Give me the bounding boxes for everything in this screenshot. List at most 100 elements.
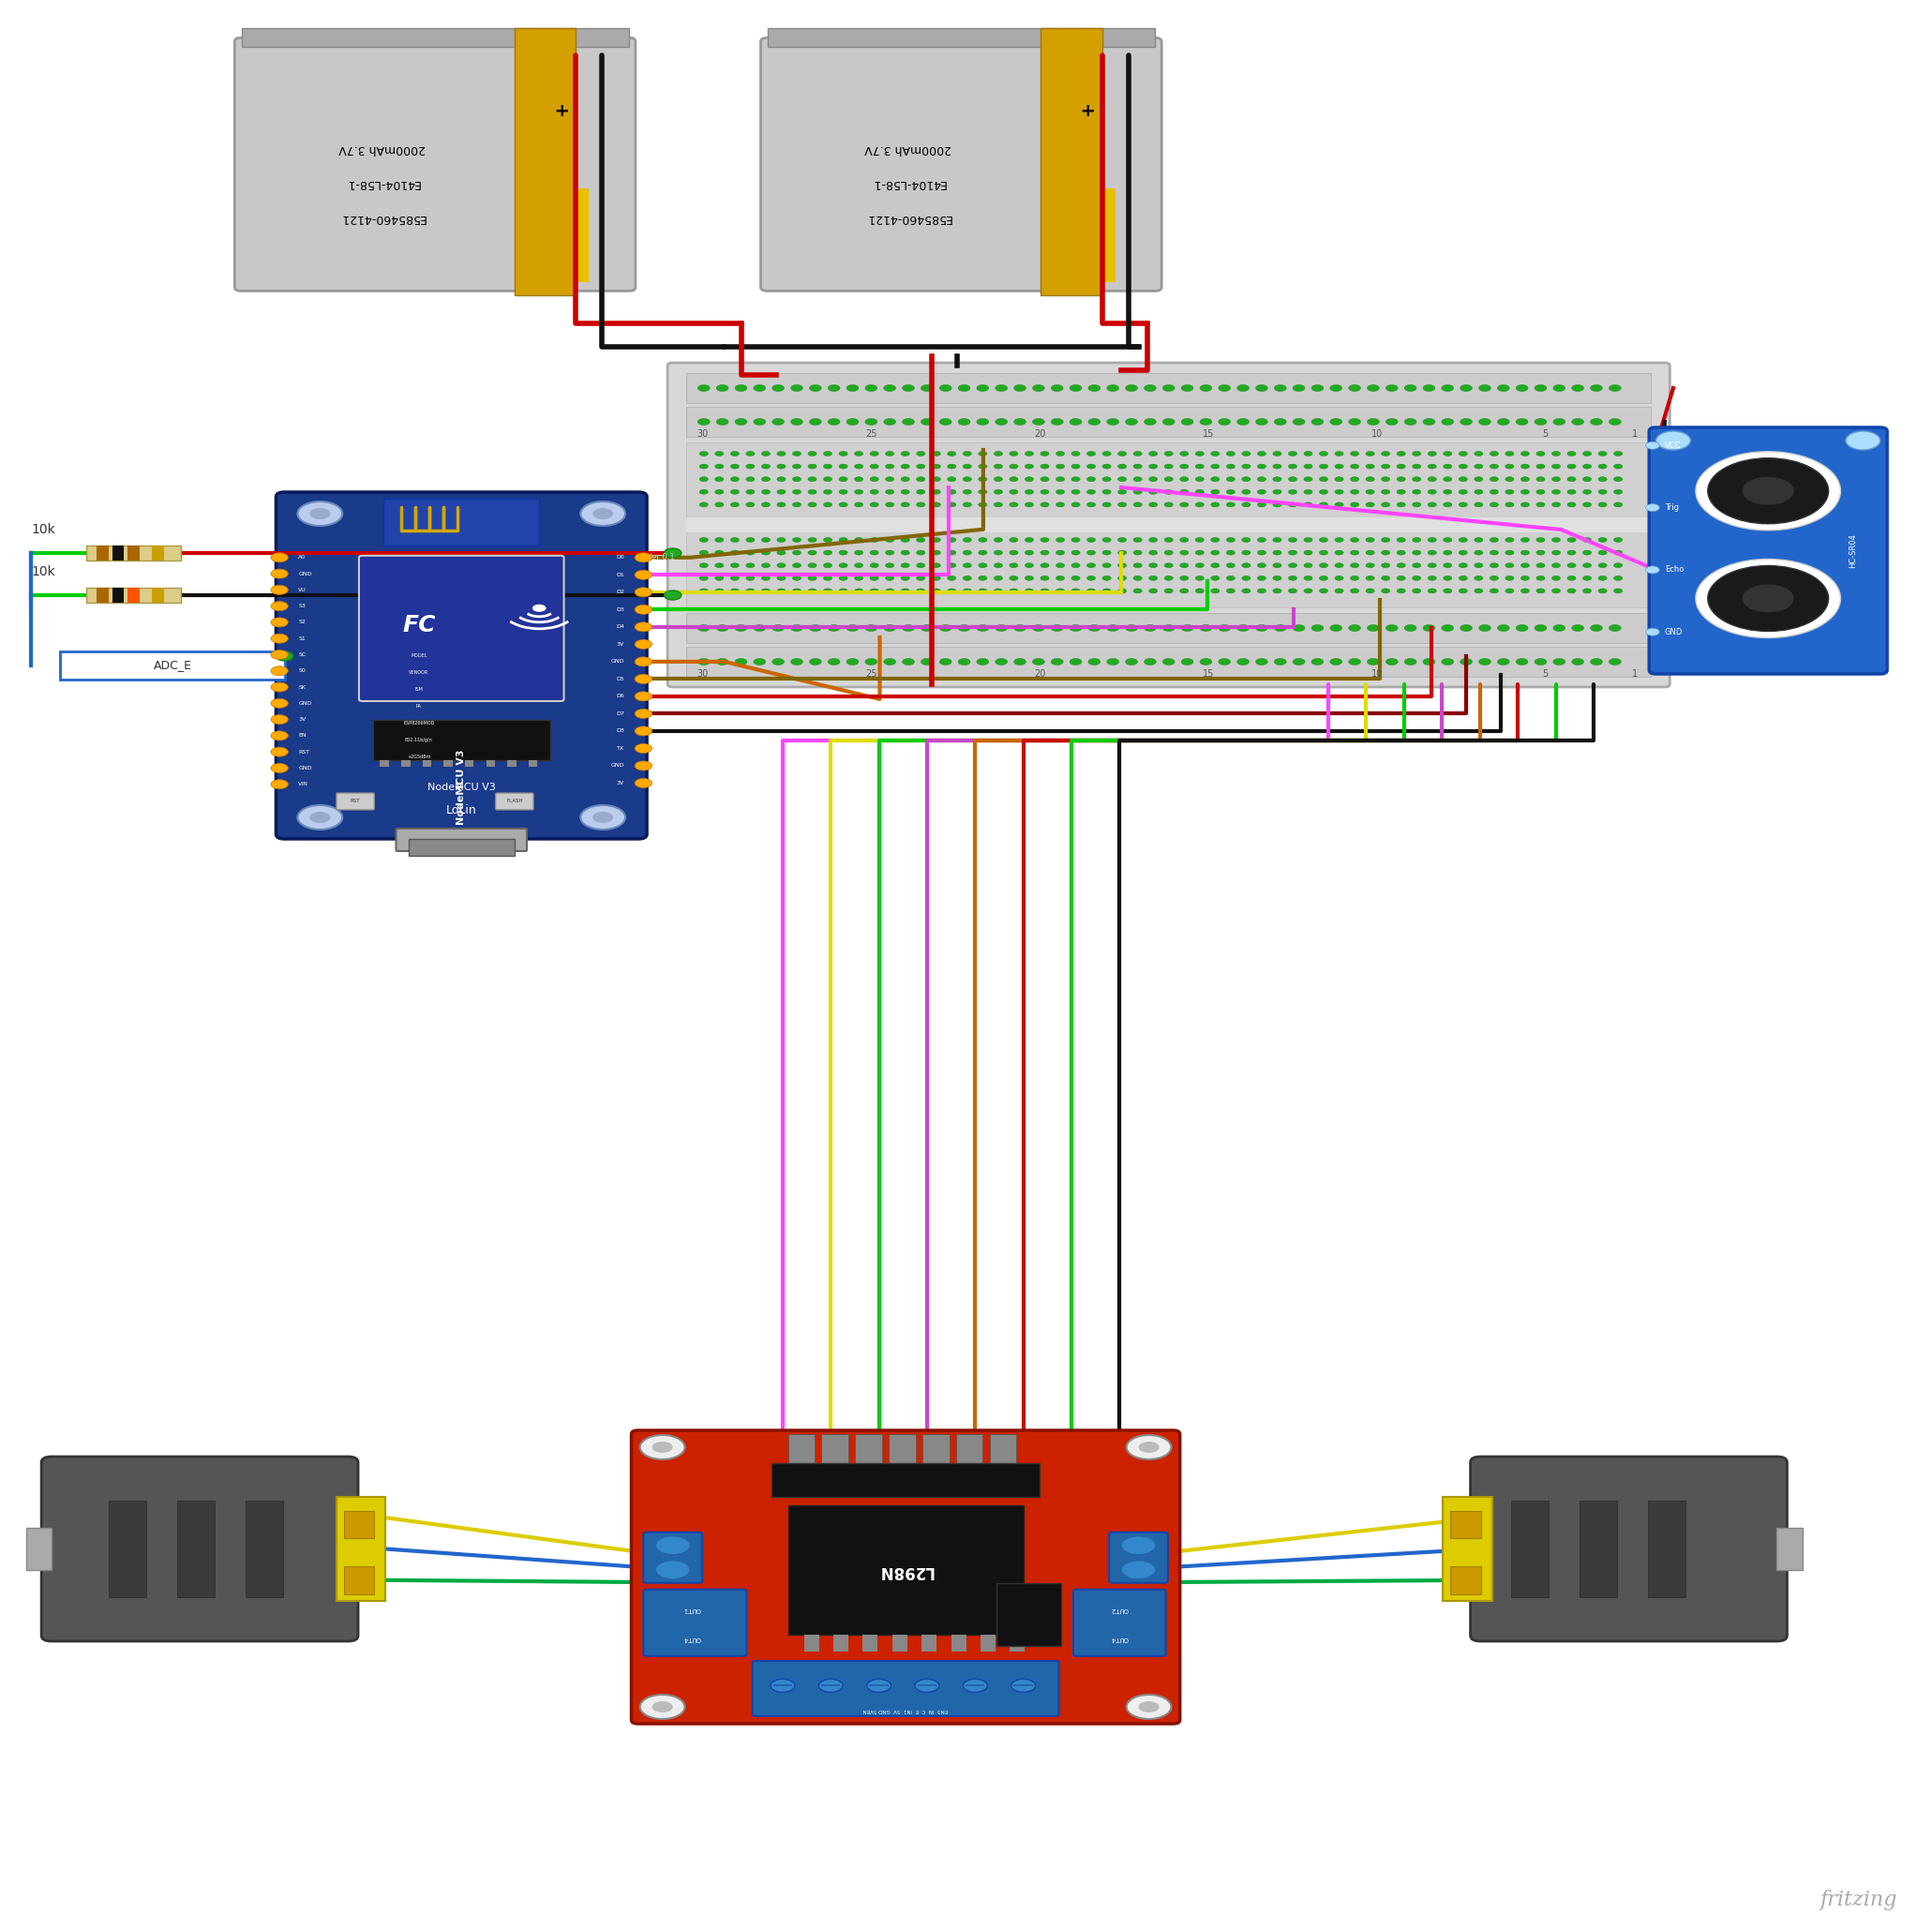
Text: 3V: 3V xyxy=(616,781,624,785)
Text: 1: 1 xyxy=(1633,669,1638,679)
Circle shape xyxy=(1088,588,1095,594)
Circle shape xyxy=(1057,550,1065,556)
FancyBboxPatch shape xyxy=(495,793,533,810)
Bar xyxy=(336,1497,386,1601)
Circle shape xyxy=(1024,490,1034,494)
Circle shape xyxy=(995,658,1007,666)
Text: VIN: VIN xyxy=(298,781,309,787)
Circle shape xyxy=(1490,575,1499,581)
Circle shape xyxy=(715,476,724,482)
Circle shape xyxy=(270,569,288,579)
FancyBboxPatch shape xyxy=(359,556,564,700)
Circle shape xyxy=(1474,550,1484,556)
Circle shape xyxy=(854,465,864,469)
Circle shape xyxy=(655,1535,690,1555)
Circle shape xyxy=(1696,451,1841,530)
Circle shape xyxy=(1567,588,1577,594)
Circle shape xyxy=(1536,588,1546,594)
Circle shape xyxy=(1293,658,1304,666)
Circle shape xyxy=(1057,502,1065,507)
Circle shape xyxy=(993,451,1003,455)
Text: 10: 10 xyxy=(1372,430,1383,438)
Circle shape xyxy=(916,575,925,581)
Circle shape xyxy=(1219,384,1231,392)
Circle shape xyxy=(1505,465,1515,469)
Circle shape xyxy=(885,538,895,542)
Circle shape xyxy=(1273,575,1281,581)
Circle shape xyxy=(1072,451,1080,455)
Circle shape xyxy=(916,588,925,594)
Circle shape xyxy=(1349,625,1360,631)
Circle shape xyxy=(1242,502,1250,507)
Circle shape xyxy=(1385,419,1399,424)
Circle shape xyxy=(1553,658,1565,666)
Circle shape xyxy=(1211,538,1219,542)
Circle shape xyxy=(1443,550,1453,556)
Circle shape xyxy=(1051,625,1063,631)
Circle shape xyxy=(1273,490,1281,494)
Circle shape xyxy=(699,451,709,455)
Circle shape xyxy=(715,451,724,455)
Text: GND: GND xyxy=(298,700,311,706)
Circle shape xyxy=(1088,384,1101,392)
Circle shape xyxy=(1119,538,1126,542)
Circle shape xyxy=(1289,476,1296,482)
Circle shape xyxy=(1505,502,1515,507)
Circle shape xyxy=(1041,502,1049,507)
Circle shape xyxy=(1024,476,1034,482)
Circle shape xyxy=(309,507,330,519)
Bar xyxy=(344,1510,375,1539)
Circle shape xyxy=(746,563,755,567)
Bar xyxy=(514,29,576,295)
Bar xyxy=(344,1566,375,1593)
Circle shape xyxy=(777,490,786,494)
Circle shape xyxy=(1536,575,1546,581)
Circle shape xyxy=(1312,419,1323,424)
Circle shape xyxy=(1412,465,1420,469)
Text: +: + xyxy=(1076,100,1092,118)
Circle shape xyxy=(761,588,771,594)
Circle shape xyxy=(1428,575,1435,581)
Circle shape xyxy=(1517,658,1528,666)
Circle shape xyxy=(1304,451,1312,455)
Circle shape xyxy=(854,563,864,567)
Circle shape xyxy=(1107,384,1119,392)
Circle shape xyxy=(1598,451,1607,455)
Circle shape xyxy=(1743,476,1795,505)
Circle shape xyxy=(1656,432,1690,449)
Circle shape xyxy=(854,476,864,482)
Bar xyxy=(402,760,410,766)
Circle shape xyxy=(1505,588,1515,594)
Circle shape xyxy=(978,658,989,666)
Circle shape xyxy=(1258,476,1265,482)
Circle shape xyxy=(947,502,956,507)
Circle shape xyxy=(1474,465,1484,469)
Circle shape xyxy=(1590,419,1602,424)
Circle shape xyxy=(838,451,848,455)
Bar xyxy=(381,760,388,766)
Circle shape xyxy=(939,658,952,666)
Circle shape xyxy=(1289,575,1296,581)
Circle shape xyxy=(270,698,288,708)
Circle shape xyxy=(1443,588,1453,594)
Circle shape xyxy=(1009,563,1018,567)
Circle shape xyxy=(1107,658,1119,666)
Bar xyxy=(686,613,1650,642)
Circle shape xyxy=(746,465,755,469)
Text: D0: D0 xyxy=(616,556,624,559)
Bar xyxy=(980,1634,995,1651)
Circle shape xyxy=(1150,550,1157,556)
Circle shape xyxy=(978,465,987,469)
Circle shape xyxy=(1150,465,1157,469)
Circle shape xyxy=(1520,550,1530,556)
Circle shape xyxy=(1196,563,1204,567)
Circle shape xyxy=(1505,490,1515,494)
Circle shape xyxy=(1520,451,1530,455)
Circle shape xyxy=(730,538,740,542)
Circle shape xyxy=(1696,559,1841,638)
Circle shape xyxy=(1258,538,1265,542)
Circle shape xyxy=(1024,575,1034,581)
Circle shape xyxy=(1032,625,1045,631)
Circle shape xyxy=(829,658,840,666)
Text: VU: VU xyxy=(298,588,307,592)
